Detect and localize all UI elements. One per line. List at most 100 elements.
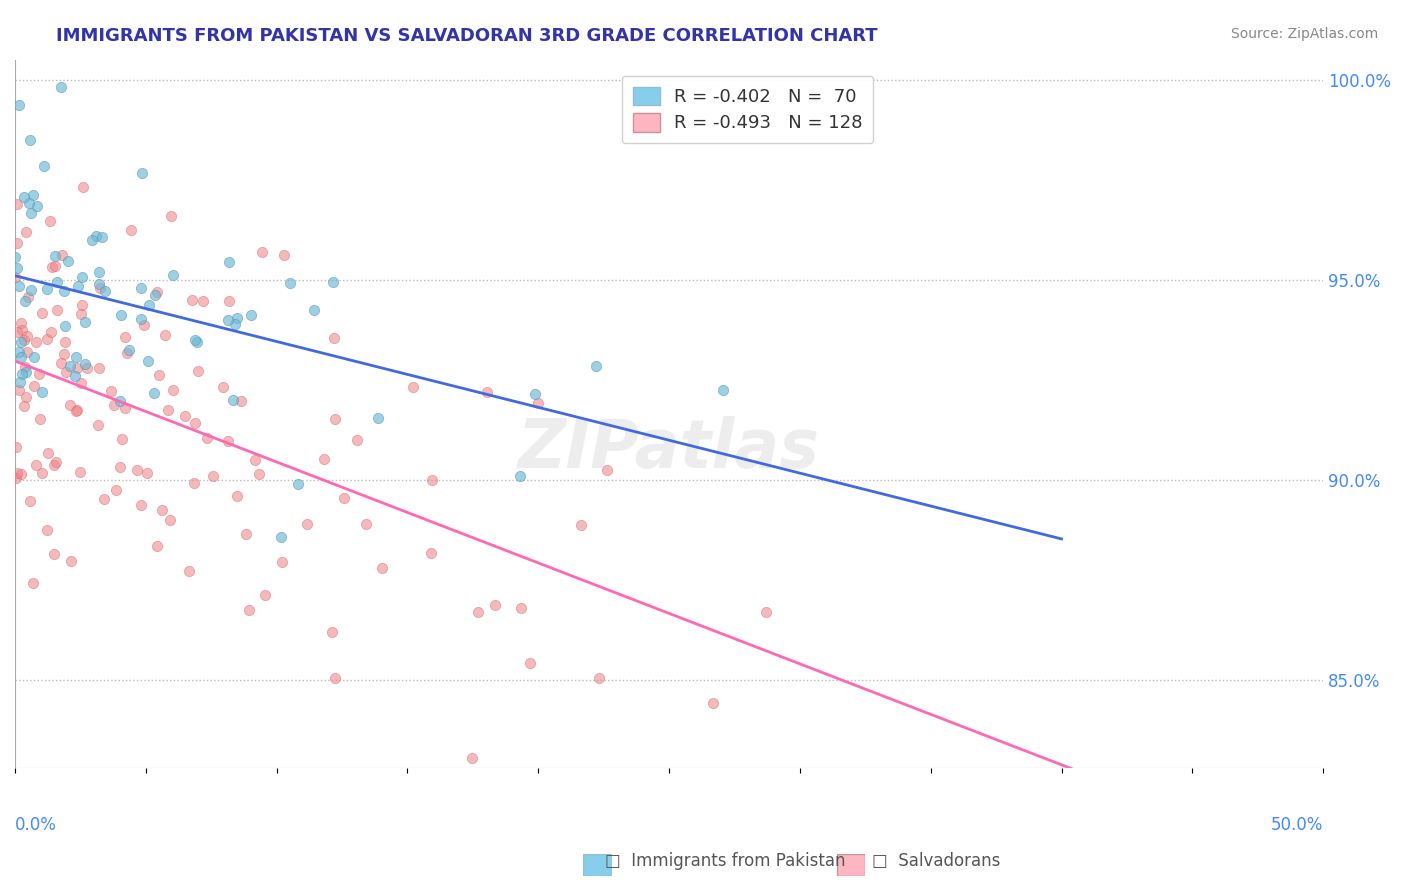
Point xyxy=(32,160,55,174)
Point xyxy=(4,440,27,454)
Point xyxy=(484,599,506,613)
Point xyxy=(59,554,82,568)
Point xyxy=(70,307,93,321)
Text: 50.0%: 50.0% xyxy=(1271,816,1323,834)
Point xyxy=(72,180,94,194)
Point xyxy=(15,328,38,343)
Point xyxy=(273,248,295,262)
Point xyxy=(25,458,48,473)
Point xyxy=(322,276,344,290)
Text: Source: ZipAtlas.com: Source: ZipAtlas.com xyxy=(1230,27,1378,41)
Point xyxy=(136,466,159,480)
Point xyxy=(120,223,142,237)
Legend: R = -0.402   N =  70, R = -0.493   N = 128: R = -0.402 N = 70, R = -0.493 N = 128 xyxy=(621,76,873,144)
Point xyxy=(31,467,53,481)
Point xyxy=(25,199,48,213)
Point xyxy=(114,329,136,343)
Point xyxy=(31,305,53,319)
Point xyxy=(136,354,159,368)
Point xyxy=(333,491,356,505)
Point xyxy=(240,308,263,322)
Point xyxy=(80,233,103,247)
Point xyxy=(588,671,610,685)
Point xyxy=(321,624,343,639)
Point xyxy=(10,334,32,349)
Point xyxy=(150,502,173,516)
Point xyxy=(10,316,32,330)
Point xyxy=(14,225,37,239)
Point xyxy=(755,605,778,619)
Point xyxy=(10,351,32,365)
Point xyxy=(20,206,42,220)
Point xyxy=(148,368,170,382)
Point xyxy=(46,302,69,317)
Point xyxy=(129,281,152,295)
Point xyxy=(162,383,184,397)
Point xyxy=(7,97,30,112)
Point xyxy=(217,434,239,448)
Point xyxy=(195,431,218,445)
Point xyxy=(193,293,215,308)
Text: 0.0%: 0.0% xyxy=(15,816,56,834)
Point xyxy=(59,359,82,374)
Point xyxy=(6,197,28,211)
Point xyxy=(184,416,207,430)
Point xyxy=(28,368,51,382)
Point xyxy=(278,276,301,290)
Point xyxy=(420,473,443,487)
Point xyxy=(569,518,592,533)
Point xyxy=(53,334,76,349)
Point xyxy=(108,394,131,409)
Point xyxy=(117,343,139,357)
Point xyxy=(87,418,110,433)
Point xyxy=(70,376,93,391)
Point xyxy=(15,366,38,380)
Point xyxy=(14,390,37,404)
Point xyxy=(21,576,44,591)
Point xyxy=(72,269,94,284)
Point xyxy=(65,361,87,376)
Point xyxy=(527,396,550,410)
Point xyxy=(180,293,202,307)
Point xyxy=(37,333,59,347)
Point xyxy=(4,270,27,285)
Point xyxy=(323,331,346,345)
Point xyxy=(37,523,59,537)
Point xyxy=(367,411,389,425)
Point xyxy=(153,327,176,342)
Point xyxy=(22,350,45,364)
Point xyxy=(475,384,498,399)
Point xyxy=(114,401,136,415)
Point xyxy=(69,466,91,480)
Point xyxy=(314,452,336,467)
Text: □  Immigrants from Pakistan: □ Immigrants from Pakistan xyxy=(605,852,845,870)
Point xyxy=(42,458,65,473)
Point xyxy=(156,403,179,417)
Point xyxy=(519,657,541,671)
Point xyxy=(93,492,115,507)
Point xyxy=(229,393,252,408)
Point xyxy=(13,190,35,204)
Point xyxy=(162,268,184,282)
Point xyxy=(711,383,734,397)
Point xyxy=(6,325,28,339)
Point xyxy=(184,333,207,347)
Text: ZIPatlas: ZIPatlas xyxy=(517,417,820,483)
Point xyxy=(30,411,52,425)
Point xyxy=(56,253,79,268)
Point xyxy=(183,476,205,491)
Point xyxy=(37,446,59,460)
Point xyxy=(510,601,533,615)
Point xyxy=(323,412,346,426)
Point xyxy=(35,281,58,295)
Point xyxy=(159,513,181,527)
Point xyxy=(91,229,114,244)
Point xyxy=(6,260,28,275)
Point xyxy=(45,455,67,469)
Point xyxy=(55,365,77,379)
Point xyxy=(186,335,208,350)
Point xyxy=(371,561,394,575)
Point xyxy=(702,696,724,710)
Point xyxy=(11,323,34,337)
Point xyxy=(70,298,93,312)
